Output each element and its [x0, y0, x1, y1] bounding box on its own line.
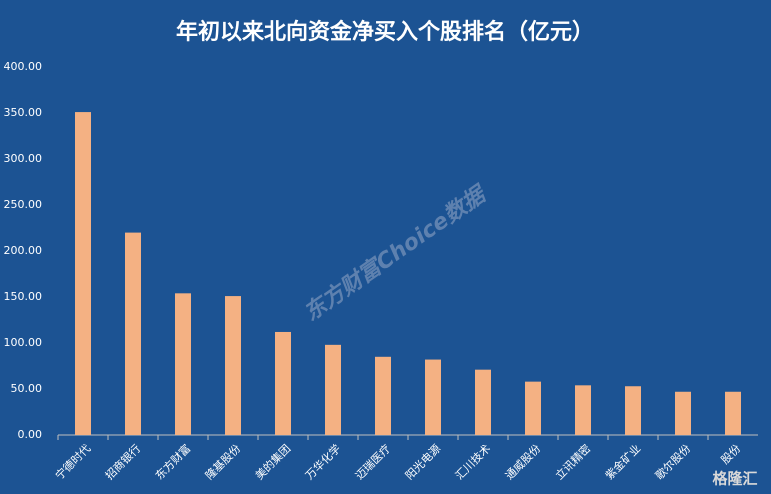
bar	[175, 293, 191, 435]
bar	[275, 331, 291, 435]
y-tick-label: 50.00	[11, 382, 43, 395]
y-tick-label: 0.00	[18, 428, 43, 441]
y-tick-label: 100.00	[4, 336, 43, 349]
chart-title: 年初以来北向资金净买入个股排名（亿元）	[176, 19, 594, 45]
y-tick-label: 400.00	[4, 60, 43, 73]
bar	[625, 386, 641, 435]
y-tick-label: 300.00	[4, 152, 43, 165]
bar	[525, 381, 541, 435]
bar	[725, 391, 741, 435]
bar	[475, 369, 491, 435]
bar	[425, 359, 441, 435]
bar	[225, 296, 241, 435]
y-tick-label: 350.00	[4, 106, 43, 119]
y-tick-label: 150.00	[4, 290, 43, 303]
bar	[75, 112, 91, 435]
bar	[125, 232, 141, 435]
bar	[675, 391, 691, 435]
bar	[325, 344, 341, 435]
y-tick-label: 250.00	[4, 198, 43, 211]
bar	[575, 385, 591, 435]
y-tick-label: 200.00	[4, 244, 43, 257]
bar	[375, 356, 391, 435]
logo: 格隆汇	[712, 470, 757, 488]
